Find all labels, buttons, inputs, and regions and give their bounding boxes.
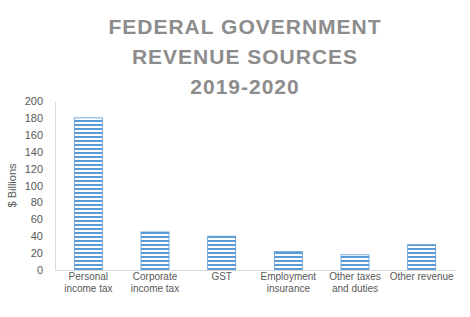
text-line: REVENUE SOURCES [132,45,358,68]
x-tick-label: Employmentinsurance [261,271,317,294]
x-tick: Other taxesand duties [329,270,381,294]
y-tick: 180 [25,112,55,124]
text-line: Corporate [133,271,178,282]
text-line: and duties [332,283,378,294]
text-line: Employment [261,271,317,282]
text-line: 2019-2020 [190,75,299,98]
chart-container: FEDERAL GOVERNMENT REVENUE SOURCES 2019-20… [0,0,470,317]
y-tick: 40 [31,230,55,242]
text-line: income tax [64,283,112,294]
y-tick: 60 [31,213,55,225]
y-tick-label: 180 [25,112,43,124]
bar [74,118,102,270]
y-tick-label: 120 [25,163,43,175]
x-tick-label: Other taxesand duties [329,271,381,294]
y-tick: 160 [25,129,55,141]
y-tick: 100 [25,180,55,192]
background [0,0,470,317]
y-tick-label: 60 [31,213,43,225]
text-line: GST [211,271,232,282]
y-tick: 0 [37,264,55,276]
x-tick: Corporateincome tax [131,270,179,294]
y-tick-label: 40 [31,230,43,242]
y-tick: 120 [25,163,55,175]
bar [208,236,236,270]
y-tick-label: 160 [25,129,43,141]
y-tick: 200 [25,95,55,107]
text-line: Personal [69,271,108,282]
chart-title: FEDERAL GOVERNMENT REVENUE SOURCES 2019-20… [108,15,381,98]
y-tick: 140 [25,146,55,158]
x-tick-label: Other revenue [390,271,454,282]
text-line: insurance [267,283,311,294]
x-tick-label: GST [211,271,232,282]
y-tick-label: 20 [31,247,43,259]
y-tick-label: 100 [25,180,43,192]
x-tick: Other revenue [390,270,454,282]
x-tick: Employmentinsurance [261,270,317,294]
x-tick-label: Corporateincome tax [131,271,179,294]
y-tick-label: 0 [37,264,43,276]
bar [341,255,369,270]
y-tick-label: 200 [25,95,43,107]
bar [141,232,169,270]
x-axis: Personalincome taxCorporateincome taxGST… [56,270,456,294]
y-axis-line [55,102,56,271]
y-axis-title: $ Billions [6,163,18,208]
bar [408,245,436,270]
y-tick: 80 [31,196,55,208]
y-axis: 0 20 40 60 80 100 120 140 160 180 200 [25,95,56,276]
y-tick-label: 140 [25,146,43,158]
text-line: Other taxes [329,271,381,282]
bar [274,251,302,270]
x-tick: GST [211,270,232,282]
chart-svg: FEDERAL GOVERNMENT REVENUE SOURCES 2019-20… [0,0,470,317]
x-tick-label: Personalincome tax [64,271,112,294]
text-line: Other revenue [390,271,454,282]
text-line: income tax [131,283,179,294]
y-tick-label: 80 [31,196,43,208]
text-line: FEDERAL GOVERNMENT [108,15,381,38]
bars [74,118,435,270]
y-tick: 20 [31,247,55,259]
x-tick: Personalincome tax [64,270,112,294]
